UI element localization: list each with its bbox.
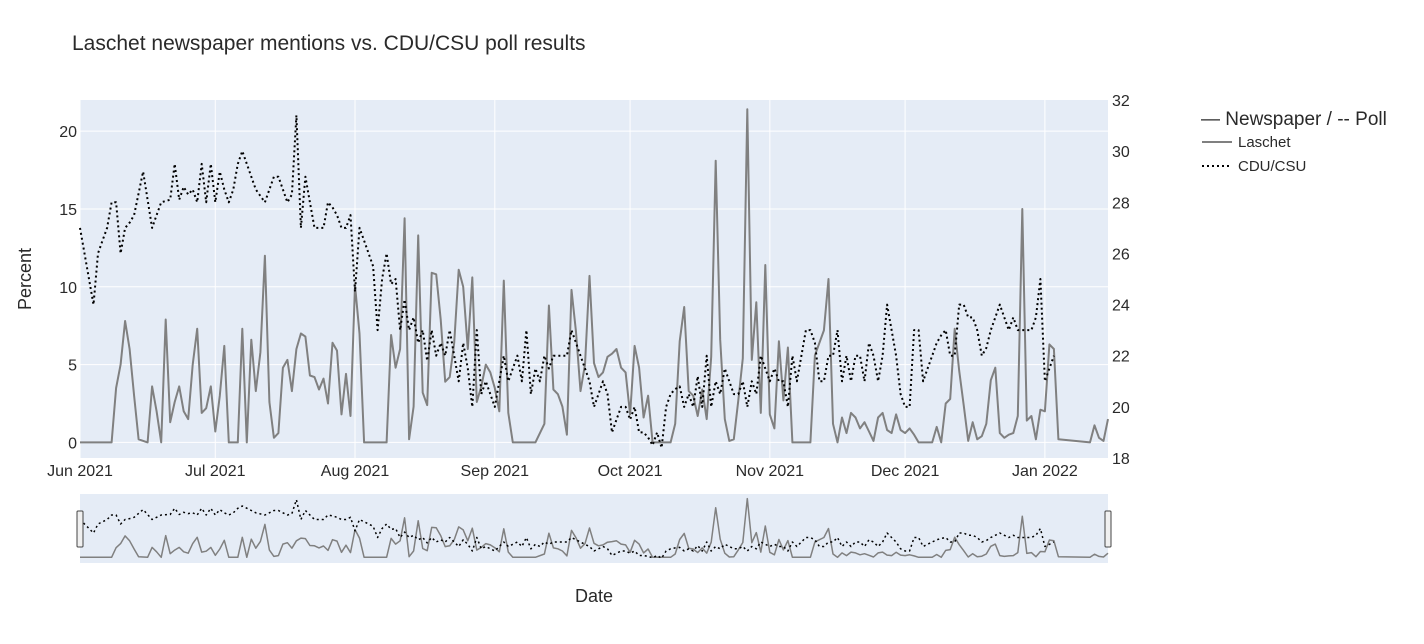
- legend-label-cdu-csu: CDU/CSU: [1238, 158, 1306, 175]
- y2-tick-label: 20: [1112, 400, 1130, 417]
- main-series-layer: [79, 108, 1109, 449]
- series-line-laschet[interactable]: [80, 108, 1109, 444]
- range-slider-series: [79, 497, 1109, 559]
- x-tick-label: Jan 2022: [1012, 463, 1078, 480]
- y2-axis-ticks: 18 20 22 24 26 28 30 32: [1112, 93, 1130, 468]
- y-axis-label: Percent: [15, 248, 35, 310]
- y-tick-label: 15: [59, 202, 77, 219]
- y2-tick-label: 28: [1112, 195, 1130, 212]
- x-tick-label: Dec 2021: [871, 463, 940, 480]
- y2-tick-label: 30: [1112, 144, 1130, 161]
- x-tick-label: Sep 2021: [461, 463, 530, 480]
- legend: — Newspaper / -- Poll Laschet CDU/CSU: [1201, 109, 1387, 175]
- plot-area[interactable]: [80, 100, 1108, 458]
- slider-line-laschet: [80, 497, 1109, 559]
- y2-tick-label: 18: [1112, 451, 1130, 468]
- y-tick-label: 20: [59, 124, 77, 141]
- x-axis-ticks: Jun 2021 Jul 2021 Aug 2021 Sep 2021 Oct 2021…: [47, 463, 1078, 480]
- x-tick-label: Oct 2021: [598, 463, 663, 480]
- y2-tick-label: 32: [1112, 93, 1130, 110]
- range-slider[interactable]: [80, 494, 1108, 563]
- range-slider-left-handle[interactable]: [76, 510, 84, 548]
- y-tick-label: 0: [68, 435, 77, 452]
- y-axis-ticks: 0 5 10 15 20: [59, 124, 77, 452]
- y2-tick-label: 24: [1112, 298, 1130, 315]
- x-tick-label: Jul 2021: [185, 463, 246, 480]
- y2-tick-label: 26: [1112, 246, 1130, 263]
- y-tick-label: 10: [59, 280, 77, 297]
- x-tick-label: Nov 2021: [736, 463, 805, 480]
- legend-label-laschet: Laschet: [1238, 134, 1291, 151]
- range-slider-right-handle[interactable]: [1104, 510, 1112, 548]
- legend-item-laschet[interactable]: Laschet: [1202, 134, 1291, 151]
- y2-tick-label: 22: [1112, 349, 1130, 366]
- chart-title: Laschet newspaper mentions vs. CDU/CSU p…: [72, 32, 586, 55]
- legend-title: — Newspaper / -- Poll: [1201, 109, 1387, 130]
- x-tick-label: Jun 2021: [47, 463, 113, 480]
- y-tick-label: 5: [68, 358, 77, 375]
- legend-item-cdu-csu[interactable]: CDU/CSU: [1202, 158, 1306, 175]
- x-tick-label: Aug 2021: [321, 463, 390, 480]
- slider-line-cdu-csu: [79, 498, 1055, 559]
- x-axis-label: Date: [575, 586, 613, 606]
